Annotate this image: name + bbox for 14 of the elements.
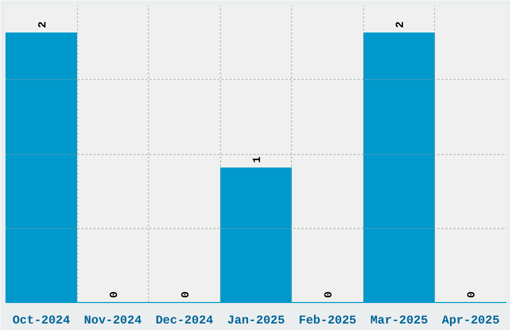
data-label: 1 <box>252 156 264 164</box>
x-tick-label: Nov-2024 <box>84 314 142 328</box>
data-label: 0 <box>324 291 336 298</box>
data-label: 0 <box>108 291 121 298</box>
data-label: 0 <box>180 291 192 298</box>
x-tick-label: Dec-2024 <box>156 314 214 328</box>
x-tick-label: Mar-2025 <box>370 314 428 328</box>
x-tick-label: Jan-2025 <box>227 314 285 328</box>
data-label: 0 <box>466 291 479 298</box>
data-label: 2 <box>37 21 50 28</box>
x-tick-label: Feb-2025 <box>298 314 356 328</box>
data-label: 2 <box>395 21 408 28</box>
x-tick-label: Apr-2025 <box>442 314 500 328</box>
x-tick-label: Oct-2024 <box>12 314 70 328</box>
